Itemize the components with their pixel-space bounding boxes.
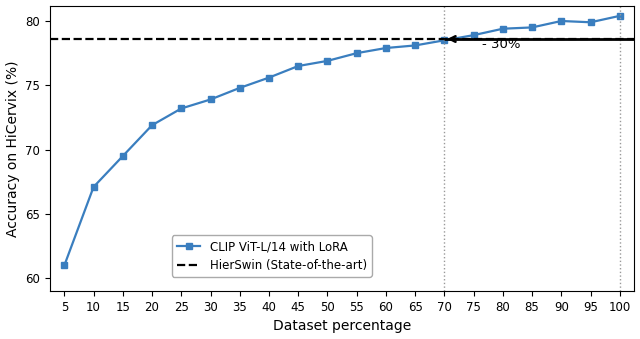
Text: - 30%: - 30% (483, 38, 521, 51)
CLIP ViT-L/14 with LoRA (119, 154, 127, 158)
CLIP ViT-L/14 with LoRA (294, 64, 302, 68)
Y-axis label: Accuracy on HiCervix (%): Accuracy on HiCervix (%) (6, 60, 20, 237)
CLIP ViT-L/14 with LoRA (207, 97, 214, 101)
HierSwin (State-of-the-art) (31, 37, 39, 41)
Legend: CLIP ViT-L/14 with LoRA, HierSwin (State-of-the-art): CLIP ViT-L/14 with LoRA, HierSwin (State… (172, 235, 372, 277)
X-axis label: Dataset percentage: Dataset percentage (273, 319, 412, 334)
CLIP ViT-L/14 with LoRA (528, 25, 536, 29)
CLIP ViT-L/14 with LoRA (324, 59, 332, 63)
CLIP ViT-L/14 with LoRA (90, 185, 97, 189)
CLIP ViT-L/14 with LoRA (382, 46, 390, 50)
CLIP ViT-L/14 with LoRA (470, 33, 477, 37)
CLIP ViT-L/14 with LoRA (265, 76, 273, 80)
CLIP ViT-L/14 with LoRA (587, 20, 595, 24)
CLIP ViT-L/14 with LoRA (177, 106, 185, 111)
CLIP ViT-L/14 with LoRA (616, 14, 623, 18)
CLIP ViT-L/14 with LoRA (412, 43, 419, 47)
CLIP ViT-L/14 with LoRA (440, 38, 448, 42)
HierSwin (State-of-the-art) (37, 37, 45, 41)
CLIP ViT-L/14 with LoRA (148, 123, 156, 127)
CLIP ViT-L/14 with LoRA (353, 51, 360, 55)
CLIP ViT-L/14 with LoRA (61, 263, 68, 267)
CLIP ViT-L/14 with LoRA (557, 19, 565, 23)
CLIP ViT-L/14 with LoRA (499, 27, 507, 31)
Line: CLIP ViT-L/14 with LoRA: CLIP ViT-L/14 with LoRA (61, 13, 623, 268)
CLIP ViT-L/14 with LoRA (236, 86, 244, 90)
